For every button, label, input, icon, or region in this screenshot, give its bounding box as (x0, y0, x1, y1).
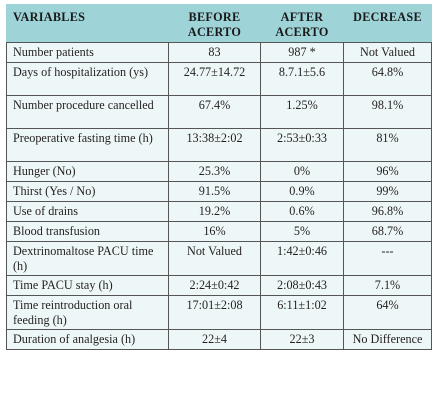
cell-after: 0.9% (260, 181, 344, 202)
cell-before: 83 (168, 42, 261, 63)
cell-decrease: 64% (343, 295, 432, 330)
cell-before: 24.77±14.72 (168, 62, 261, 96)
cell-after: 2:53±0:33 (260, 128, 344, 162)
cell-before: 91.5% (168, 181, 261, 202)
table-header-row: VARIABLES BEFORE ACERTO AFTER ACERTO DEC… (6, 4, 432, 43)
cell-before: 13:38±2:02 (168, 128, 261, 162)
table-row: Preoperative fasting time (h) 13:38±2:02… (6, 128, 432, 162)
cell-decrease: 7.1% (343, 275, 432, 296)
cell-before: 67.4% (168, 95, 261, 129)
cell-variable: Time reintroduction oral feeding (h) (6, 295, 169, 330)
cell-variable: Duration of analgesia (h) (6, 329, 169, 350)
cell-decrease: 81% (343, 128, 432, 162)
cell-decrease: 64.8% (343, 62, 432, 96)
table-row: Time reintroduction oral feeding (h) 17:… (6, 295, 432, 330)
table-row: Thirst (Yes / No) 91.5% 0.9% 99% (6, 181, 432, 202)
table-row: Duration of analgesia (h) 22±4 22±3 No D… (6, 329, 432, 350)
table-row: Blood transfusion 16% 5% 68.7% (6, 221, 432, 242)
cell-after: 0% (260, 161, 344, 182)
cell-before: 16% (168, 221, 261, 242)
cell-decrease: 99% (343, 181, 432, 202)
cell-decrease: 98.1% (343, 95, 432, 129)
table-row: Days of hospitalization (ys) 24.77±14.72… (6, 62, 432, 96)
table-row: Use of drains 19.2% 0.6% 96.8% (6, 201, 432, 222)
header-after: AFTER ACERTO (260, 4, 344, 43)
cell-before: Not Valued (168, 241, 261, 276)
header-before: BEFORE ACERTO (168, 4, 261, 43)
cell-variable: Hunger (No) (6, 161, 169, 182)
table-row: Hunger (No) 25.3% 0% 96% (6, 161, 432, 182)
cell-before: 22±4 (168, 329, 261, 350)
cell-variable: Days of hospitalization (ys) (6, 62, 169, 96)
cell-after: 8.7.1±5.6 (260, 62, 344, 96)
cell-variable: Use of drains (6, 201, 169, 222)
cell-before: 19.2% (168, 201, 261, 222)
cell-variable: Preoperative fasting time (h) (6, 128, 169, 162)
acerto-comparison-table: VARIABLES BEFORE ACERTO AFTER ACERTO DEC… (6, 4, 432, 350)
cell-decrease: 68.7% (343, 221, 432, 242)
header-decrease: DECREASE (343, 4, 432, 43)
cell-decrease: No Difference (343, 329, 432, 350)
cell-after: 22±3 (260, 329, 344, 350)
cell-variable: Thirst (Yes / No) (6, 181, 169, 202)
table-body: Number patients 83 987 * Not Valued Days… (6, 42, 432, 350)
cell-after: 5% (260, 221, 344, 242)
cell-decrease: Not Valued (343, 42, 432, 63)
cell-before: 25.3% (168, 161, 261, 182)
table-row: Number patients 83 987 * Not Valued (6, 42, 432, 63)
cell-after: 2:08±0:43 (260, 275, 344, 296)
table-row: Dextrinomaltose PACU time (h) Not Valued… (6, 241, 432, 276)
cell-variable: Number procedure cancelled (6, 95, 169, 129)
cell-variable: Time PACU stay (h) (6, 275, 169, 296)
cell-after: 0.6% (260, 201, 344, 222)
cell-before: 2:24±0:42 (168, 275, 261, 296)
header-variables: VARIABLES (6, 4, 169, 43)
cell-variable: Number patients (6, 42, 169, 63)
cell-after: 1:42±0:46 (260, 241, 344, 276)
cell-variable: Blood transfusion (6, 221, 169, 242)
cell-decrease: 96% (343, 161, 432, 182)
cell-before: 17:01±2:08 (168, 295, 261, 330)
table-row: Time PACU stay (h) 2:24±0:42 2:08±0:43 7… (6, 275, 432, 296)
cell-after: 6:11±1:02 (260, 295, 344, 330)
cell-variable: Dextrinomaltose PACU time (h) (6, 241, 169, 276)
cell-after: 987 * (260, 42, 344, 63)
table-row: Number procedure cancelled 67.4% 1.25% 9… (6, 95, 432, 129)
cell-decrease: 96.8% (343, 201, 432, 222)
cell-decrease: --- (343, 241, 432, 276)
comparison-table-wrapper: VARIABLES BEFORE ACERTO AFTER ACERTO DEC… (6, 4, 432, 350)
cell-after: 1.25% (260, 95, 344, 129)
